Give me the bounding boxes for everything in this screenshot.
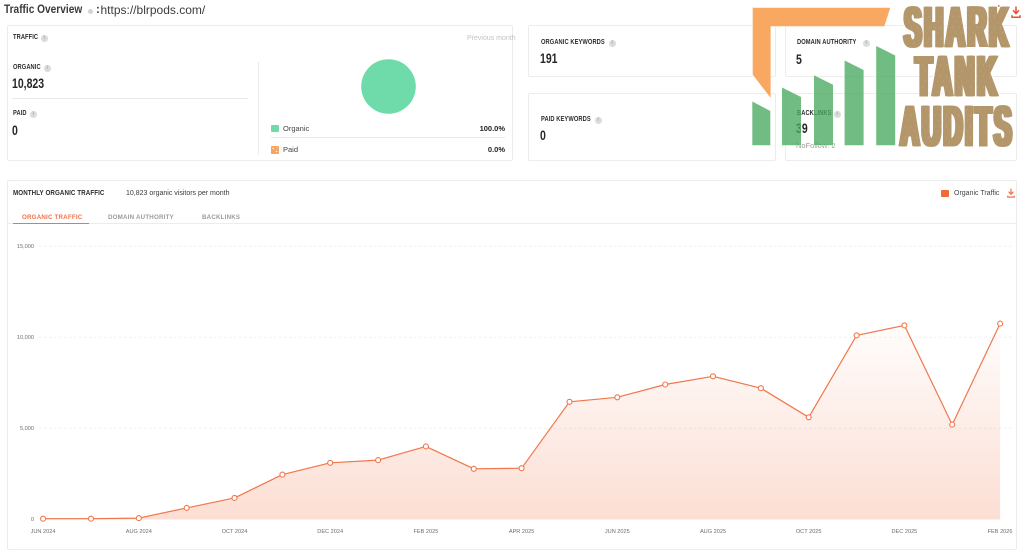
svg-text:OCT 2025: OCT 2025: [796, 529, 822, 535]
svg-text:APR 2025: APR 2025: [509, 529, 535, 535]
svg-text:TANK: TANK: [916, 45, 1000, 108]
svg-text:DEC 2024: DEC 2024: [317, 529, 343, 535]
svg-text:SHARK: SHARK: [906, 0, 1013, 59]
svg-text:TANK: TANK: [918, 45, 1002, 108]
svg-text:SHARK: SHARK: [903, 0, 1010, 59]
svg-text:TANK: TANK: [918, 45, 1002, 108]
svg-text:SHARK: SHARK: [905, 0, 1012, 59]
svg-text:AUDITS: AUDITS: [900, 95, 1014, 152]
svg-text:DEC 2025: DEC 2025: [891, 529, 917, 535]
svg-text:0: 0: [31, 517, 34, 523]
svg-text:TANK: TANK: [913, 45, 997, 108]
svg-text:SHARK: SHARK: [904, 0, 1011, 59]
svg-text:TANK: TANK: [913, 45, 997, 108]
svg-text:AUDITS: AUDITS: [899, 95, 1013, 152]
svg-text:AUDITS: AUDITS: [898, 95, 1012, 152]
svg-text:SHARK: SHARK: [906, 0, 1013, 59]
svg-text:SHARK: SHARK: [902, 0, 1009, 59]
svg-text:AUDITS: AUDITS: [902, 95, 1016, 152]
svg-text:FEB 2025: FEB 2025: [413, 529, 438, 535]
svg-text:AUDITS: AUDITS: [901, 95, 1015, 152]
svg-text:TANK: TANK: [916, 45, 1000, 108]
svg-text:SHARK: SHARK: [902, 0, 1009, 59]
svg-text:AUDITS: AUDITS: [900, 95, 1014, 152]
svg-text:15,000: 15,000: [17, 244, 34, 250]
svg-text:AUG 2024: AUG 2024: [126, 529, 152, 535]
svg-text:OCT 2024: OCT 2024: [222, 529, 248, 535]
svg-text:AUG 2025: AUG 2025: [700, 529, 726, 535]
svg-text:AUDITS: AUDITS: [898, 95, 1012, 152]
svg-text:SHARK: SHARK: [904, 0, 1011, 59]
svg-text:5,000: 5,000: [20, 426, 34, 432]
svg-text:10,000: 10,000: [17, 335, 34, 341]
svg-text:AUDITS: AUDITS: [902, 95, 1016, 152]
svg-text:TANK: TANK: [915, 45, 999, 108]
svg-text:TANK: TANK: [917, 45, 1001, 108]
svg-text:FEB 2026: FEB 2026: [988, 529, 1013, 535]
svg-text:JUN 2024: JUN 2024: [31, 529, 56, 535]
svg-text:JUN 2025: JUN 2025: [605, 529, 630, 535]
